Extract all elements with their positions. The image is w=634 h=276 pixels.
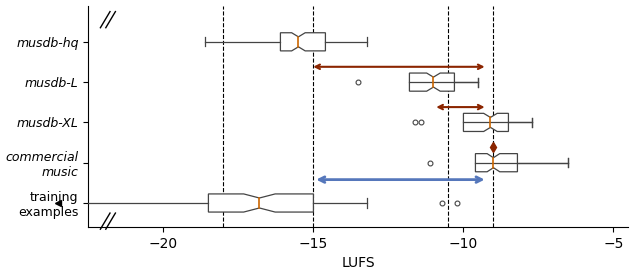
Polygon shape [476,154,517,172]
Polygon shape [280,33,325,51]
Polygon shape [410,73,455,91]
Polygon shape [209,194,313,212]
Polygon shape [463,113,508,131]
X-axis label: LUFS: LUFS [342,256,375,270]
